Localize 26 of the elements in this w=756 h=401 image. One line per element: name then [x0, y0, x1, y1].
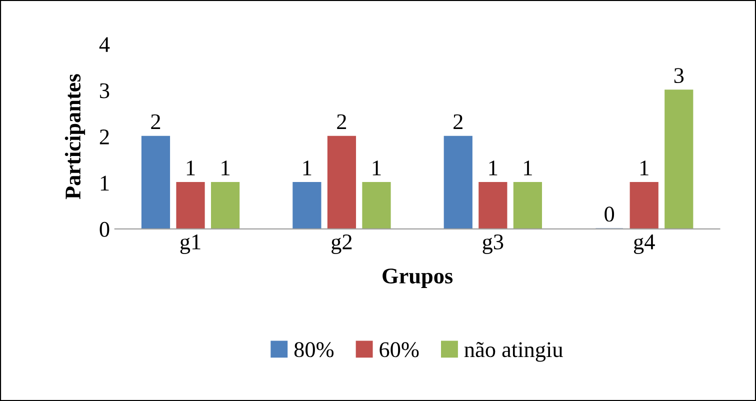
data-label: 2 — [454, 114, 462, 130]
data-label: 1 — [524, 160, 532, 176]
legend-label: 80% — [294, 342, 334, 358]
data-label: 1 — [372, 160, 381, 176]
data-label: 1 — [222, 160, 230, 176]
data-label: 1 — [489, 160, 498, 176]
data-label: 1 — [303, 160, 312, 176]
y-tick-label: 1 — [100, 176, 109, 190]
y-tick-label: 2 — [100, 130, 109, 144]
y-tick-label: 0 — [100, 222, 110, 237]
data-label: 2 — [151, 114, 160, 130]
data-label: 0 — [604, 206, 614, 222]
y-tick-label: 4 — [99, 37, 110, 52]
y-tick-label: 3 — [100, 83, 110, 98]
data-label: 1 — [186, 160, 195, 176]
x-tick-label: g3 — [482, 234, 504, 254]
data-label: 3 — [674, 68, 684, 84]
legend-label: não atingiu — [464, 342, 563, 362]
x-axis-title: Grupos — [382, 268, 453, 288]
data-label: 1 — [640, 160, 648, 176]
legend-label: 60% — [380, 342, 419, 358]
x-tick-label: g1 — [180, 234, 200, 254]
x-tick-label: g2 — [332, 234, 352, 254]
x-tick-label: g4 — [634, 234, 655, 254]
data-label: 2 — [337, 114, 346, 130]
y-axis-title: Participantes — [64, 74, 86, 200]
